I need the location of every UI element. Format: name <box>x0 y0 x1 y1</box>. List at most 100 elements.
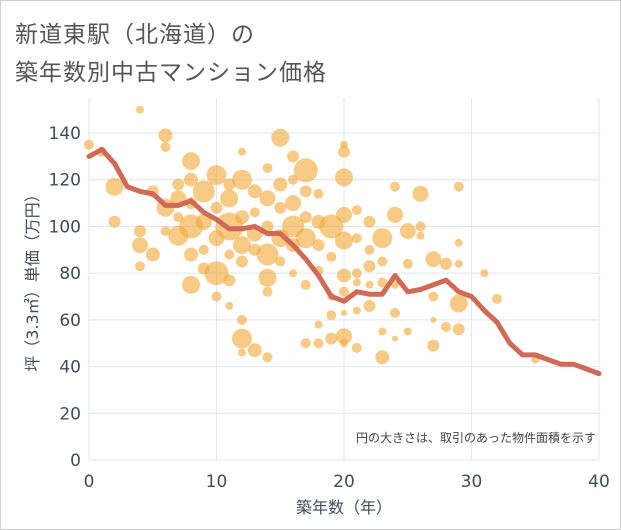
tick-labels: 0 20 40 60 80 100 120 140 0 10 20 30 40 <box>49 124 610 492</box>
bubble <box>293 158 318 183</box>
bubble <box>402 258 413 269</box>
bubble <box>173 212 184 223</box>
bubble <box>132 237 148 254</box>
bubble <box>247 184 262 199</box>
bubbles-layer <box>84 105 540 365</box>
bubble <box>204 261 229 286</box>
bubble <box>351 205 362 216</box>
x-tick-label: 20 <box>333 472 355 492</box>
bubble <box>84 139 94 150</box>
bubble <box>238 147 246 156</box>
bubble <box>172 178 185 191</box>
bubble <box>375 350 390 365</box>
bubble <box>256 243 279 266</box>
bubble <box>399 223 416 240</box>
bubble <box>492 293 502 304</box>
bubble <box>319 214 344 239</box>
bubble <box>428 291 439 302</box>
bubble <box>262 352 273 363</box>
bubble <box>454 238 463 247</box>
bubble <box>232 169 252 190</box>
bubble <box>326 251 337 262</box>
bubble <box>135 261 145 272</box>
bubble <box>337 268 351 283</box>
y-tick-label: 100 <box>49 217 81 237</box>
bubble <box>336 328 352 345</box>
y-tick-label: 20 <box>59 404 81 424</box>
bubble <box>341 309 347 316</box>
bubble <box>390 181 400 192</box>
y-tick-label: 0 <box>70 451 81 471</box>
bubble <box>210 201 223 214</box>
bubble <box>247 343 262 358</box>
bubble <box>299 211 312 224</box>
bubble <box>235 210 249 225</box>
bubble <box>338 145 350 158</box>
bubble <box>238 348 246 357</box>
bubble <box>415 221 426 232</box>
bubble <box>352 278 361 287</box>
bubble <box>289 269 297 278</box>
bubble <box>351 268 362 279</box>
bubble <box>363 299 376 312</box>
bubble <box>325 332 338 345</box>
bubble <box>363 215 376 228</box>
bubble <box>351 342 362 353</box>
bubble <box>184 172 198 187</box>
bubble <box>249 207 260 218</box>
bubble <box>259 190 276 207</box>
bubble <box>372 228 393 249</box>
bubble <box>403 327 412 336</box>
x-tick-label: 30 <box>461 472 483 492</box>
bubble <box>454 259 463 268</box>
bubble <box>160 226 171 237</box>
bubble <box>274 201 287 214</box>
bubble <box>314 320 323 329</box>
bubble <box>273 177 288 192</box>
y-tick-label: 120 <box>49 171 81 191</box>
bubble <box>223 274 236 287</box>
x-axis-label: 築年数（年） <box>296 498 392 517</box>
x-tick-label: 0 <box>84 472 95 492</box>
bubble <box>335 168 353 187</box>
bubble <box>258 268 277 287</box>
bubble <box>233 236 251 255</box>
bubble <box>160 142 171 152</box>
bubble <box>136 105 144 114</box>
bubble <box>288 174 298 185</box>
bubble <box>364 244 375 255</box>
bubble <box>287 150 299 163</box>
bubble <box>275 256 286 267</box>
bubble <box>452 323 465 336</box>
y-tick-label: 60 <box>59 311 81 331</box>
average-price-line <box>86 146 602 377</box>
bubble <box>198 244 209 255</box>
bubble <box>236 255 248 268</box>
bubble <box>225 301 234 310</box>
bubble <box>206 165 227 186</box>
bubble <box>378 327 387 336</box>
bubble <box>211 291 222 302</box>
bubble <box>340 339 348 348</box>
bubble <box>312 239 325 252</box>
bubble <box>300 338 311 349</box>
bubble <box>271 128 290 147</box>
bubble <box>134 225 146 238</box>
bubble <box>299 185 312 198</box>
bubble <box>416 231 425 240</box>
y-tick-label: 140 <box>49 124 81 144</box>
bubble <box>108 215 121 228</box>
bubble <box>220 189 239 208</box>
bubble <box>339 286 349 297</box>
x-tick-label: 40 <box>588 472 610 492</box>
bubble <box>430 316 437 323</box>
x-tick-label: 10 <box>206 472 228 492</box>
bubble <box>158 128 173 143</box>
bubble <box>377 256 388 267</box>
bubble <box>352 306 361 315</box>
bubble <box>232 328 252 349</box>
bubble <box>480 269 489 278</box>
bubble <box>145 247 160 262</box>
bubble <box>285 195 301 212</box>
